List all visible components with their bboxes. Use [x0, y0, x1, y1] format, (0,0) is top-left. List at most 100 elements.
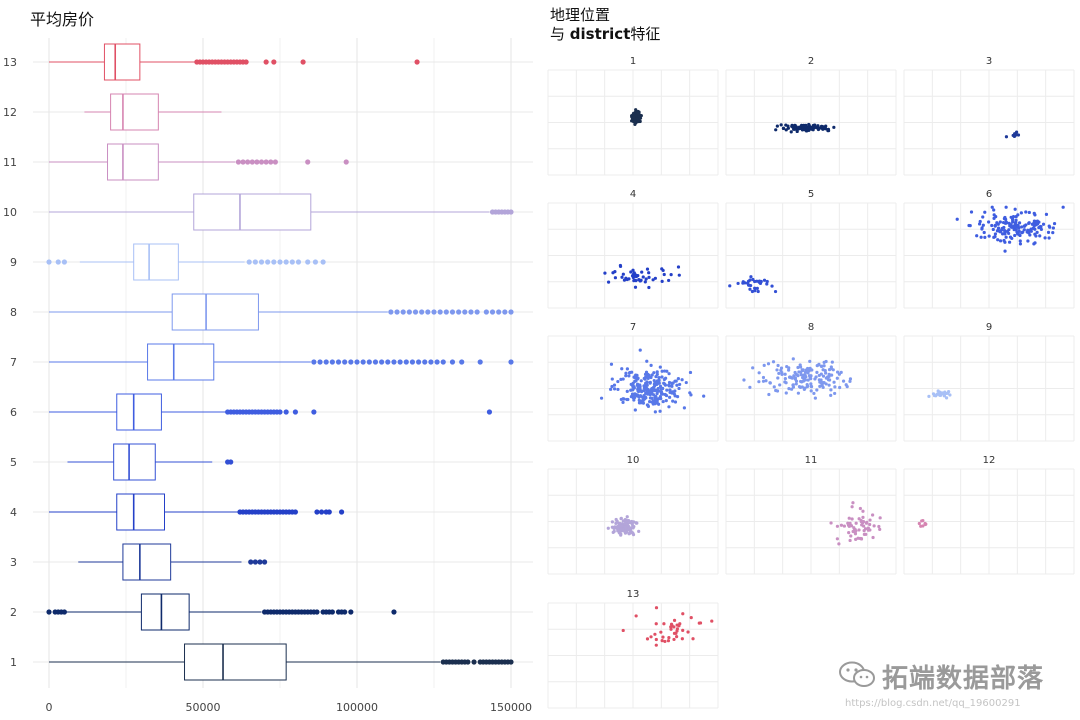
facet-point: [1033, 241, 1037, 245]
facet-point: [670, 384, 674, 388]
facet-point: [625, 277, 629, 282]
facet-point: [1028, 229, 1032, 233]
outlier-point: [61, 609, 67, 615]
facet-point: [995, 229, 1000, 233]
facet-point: [702, 394, 706, 398]
facet-point: [921, 518, 925, 523]
facet-point: [667, 405, 671, 409]
y-tick-label: 13: [3, 56, 17, 69]
facet-point: [677, 273, 681, 277]
facet-point: [808, 359, 812, 363]
facet-point: [672, 637, 676, 642]
facet-point: [634, 521, 638, 525]
outlier-point: [46, 259, 52, 265]
facet-point: [788, 375, 792, 379]
outlier-point: [434, 359, 440, 365]
facet-point: [658, 384, 663, 388]
facet-point: [610, 384, 614, 389]
facet-point: [819, 381, 824, 385]
facet-point: [616, 387, 620, 392]
facet-point: [669, 273, 673, 277]
facet-point: [833, 391, 837, 396]
wechat-logo-icon: [839, 661, 875, 687]
facet-point: [858, 506, 862, 511]
facet-point: [654, 643, 658, 647]
facet-point: [877, 524, 881, 529]
facet-point: [651, 400, 655, 404]
facet-point: [938, 393, 942, 397]
facet-point: [850, 517, 854, 521]
facet-point: [862, 532, 866, 536]
outlier-point: [379, 359, 385, 365]
facet-point: [686, 630, 690, 634]
facet-point: [669, 625, 673, 629]
facet-point: [1013, 233, 1017, 238]
facet-point: [610, 377, 614, 381]
facet-point: [654, 622, 658, 626]
facet-title-bold: district: [569, 25, 631, 43]
facet-point: [794, 372, 799, 377]
facet-point: [1017, 233, 1022, 237]
facet-point: [809, 389, 813, 393]
facet-point: [650, 373, 654, 377]
y-tick-label: 2: [10, 606, 17, 619]
outlier-point: [385, 359, 391, 365]
facet-point: [761, 375, 766, 380]
facet-point: [1014, 218, 1018, 222]
facet-point: [998, 220, 1002, 224]
facet-point: [768, 381, 772, 385]
y-tick-label: 8: [10, 306, 17, 319]
facet-point: [850, 505, 854, 509]
facet-point: [619, 533, 623, 537]
facet-label: 5: [808, 189, 814, 200]
facet-point: [609, 362, 614, 366]
facet-point: [783, 377, 787, 381]
outlier-point: [318, 509, 325, 515]
facet-point: [829, 388, 833, 392]
box: [116, 493, 166, 531]
facet-point: [668, 395, 672, 399]
outlier-point: [483, 309, 489, 315]
facet-point: [854, 521, 858, 525]
facet-point: [632, 393, 636, 398]
facet-point: [613, 276, 618, 280]
facet-point: [847, 524, 851, 528]
outlier-point: [425, 309, 431, 315]
facet-point: [835, 537, 839, 541]
facet-point: [1003, 215, 1007, 220]
facet-point: [640, 270, 644, 274]
facet-point: [751, 366, 755, 370]
facet-point: [647, 275, 651, 279]
facet-point: [1026, 239, 1030, 243]
facet-point: [839, 370, 843, 374]
facet-point: [801, 368, 805, 372]
facet-point: [637, 389, 641, 394]
facet-point: [936, 389, 940, 393]
facet-point: [991, 227, 995, 232]
outlier-point: [416, 359, 422, 365]
facet-point: [812, 126, 816, 130]
facet-point: [859, 537, 864, 541]
facet-point: [851, 501, 855, 505]
facet-point: [992, 235, 996, 239]
facet-point: [673, 394, 677, 398]
outlier-point: [465, 659, 471, 665]
facet-point: [1010, 236, 1014, 241]
facet-point: [771, 360, 776, 364]
facet-point: [773, 289, 778, 294]
facet-point: [618, 263, 623, 268]
outlier-point: [46, 609, 52, 615]
facet-point: [650, 391, 654, 396]
facet-point: [630, 383, 635, 387]
facet-point: [633, 285, 638, 289]
facet-point: [983, 235, 987, 239]
facet-point: [969, 210, 974, 214]
facet-point: [814, 375, 818, 379]
facet-point: [615, 525, 620, 529]
facet-point: [627, 528, 632, 532]
facet-point: [647, 285, 651, 290]
facet-point: [620, 275, 624, 279]
facet-point: [612, 383, 617, 387]
facet-point: [1003, 249, 1007, 253]
outlier-point: [258, 259, 265, 265]
